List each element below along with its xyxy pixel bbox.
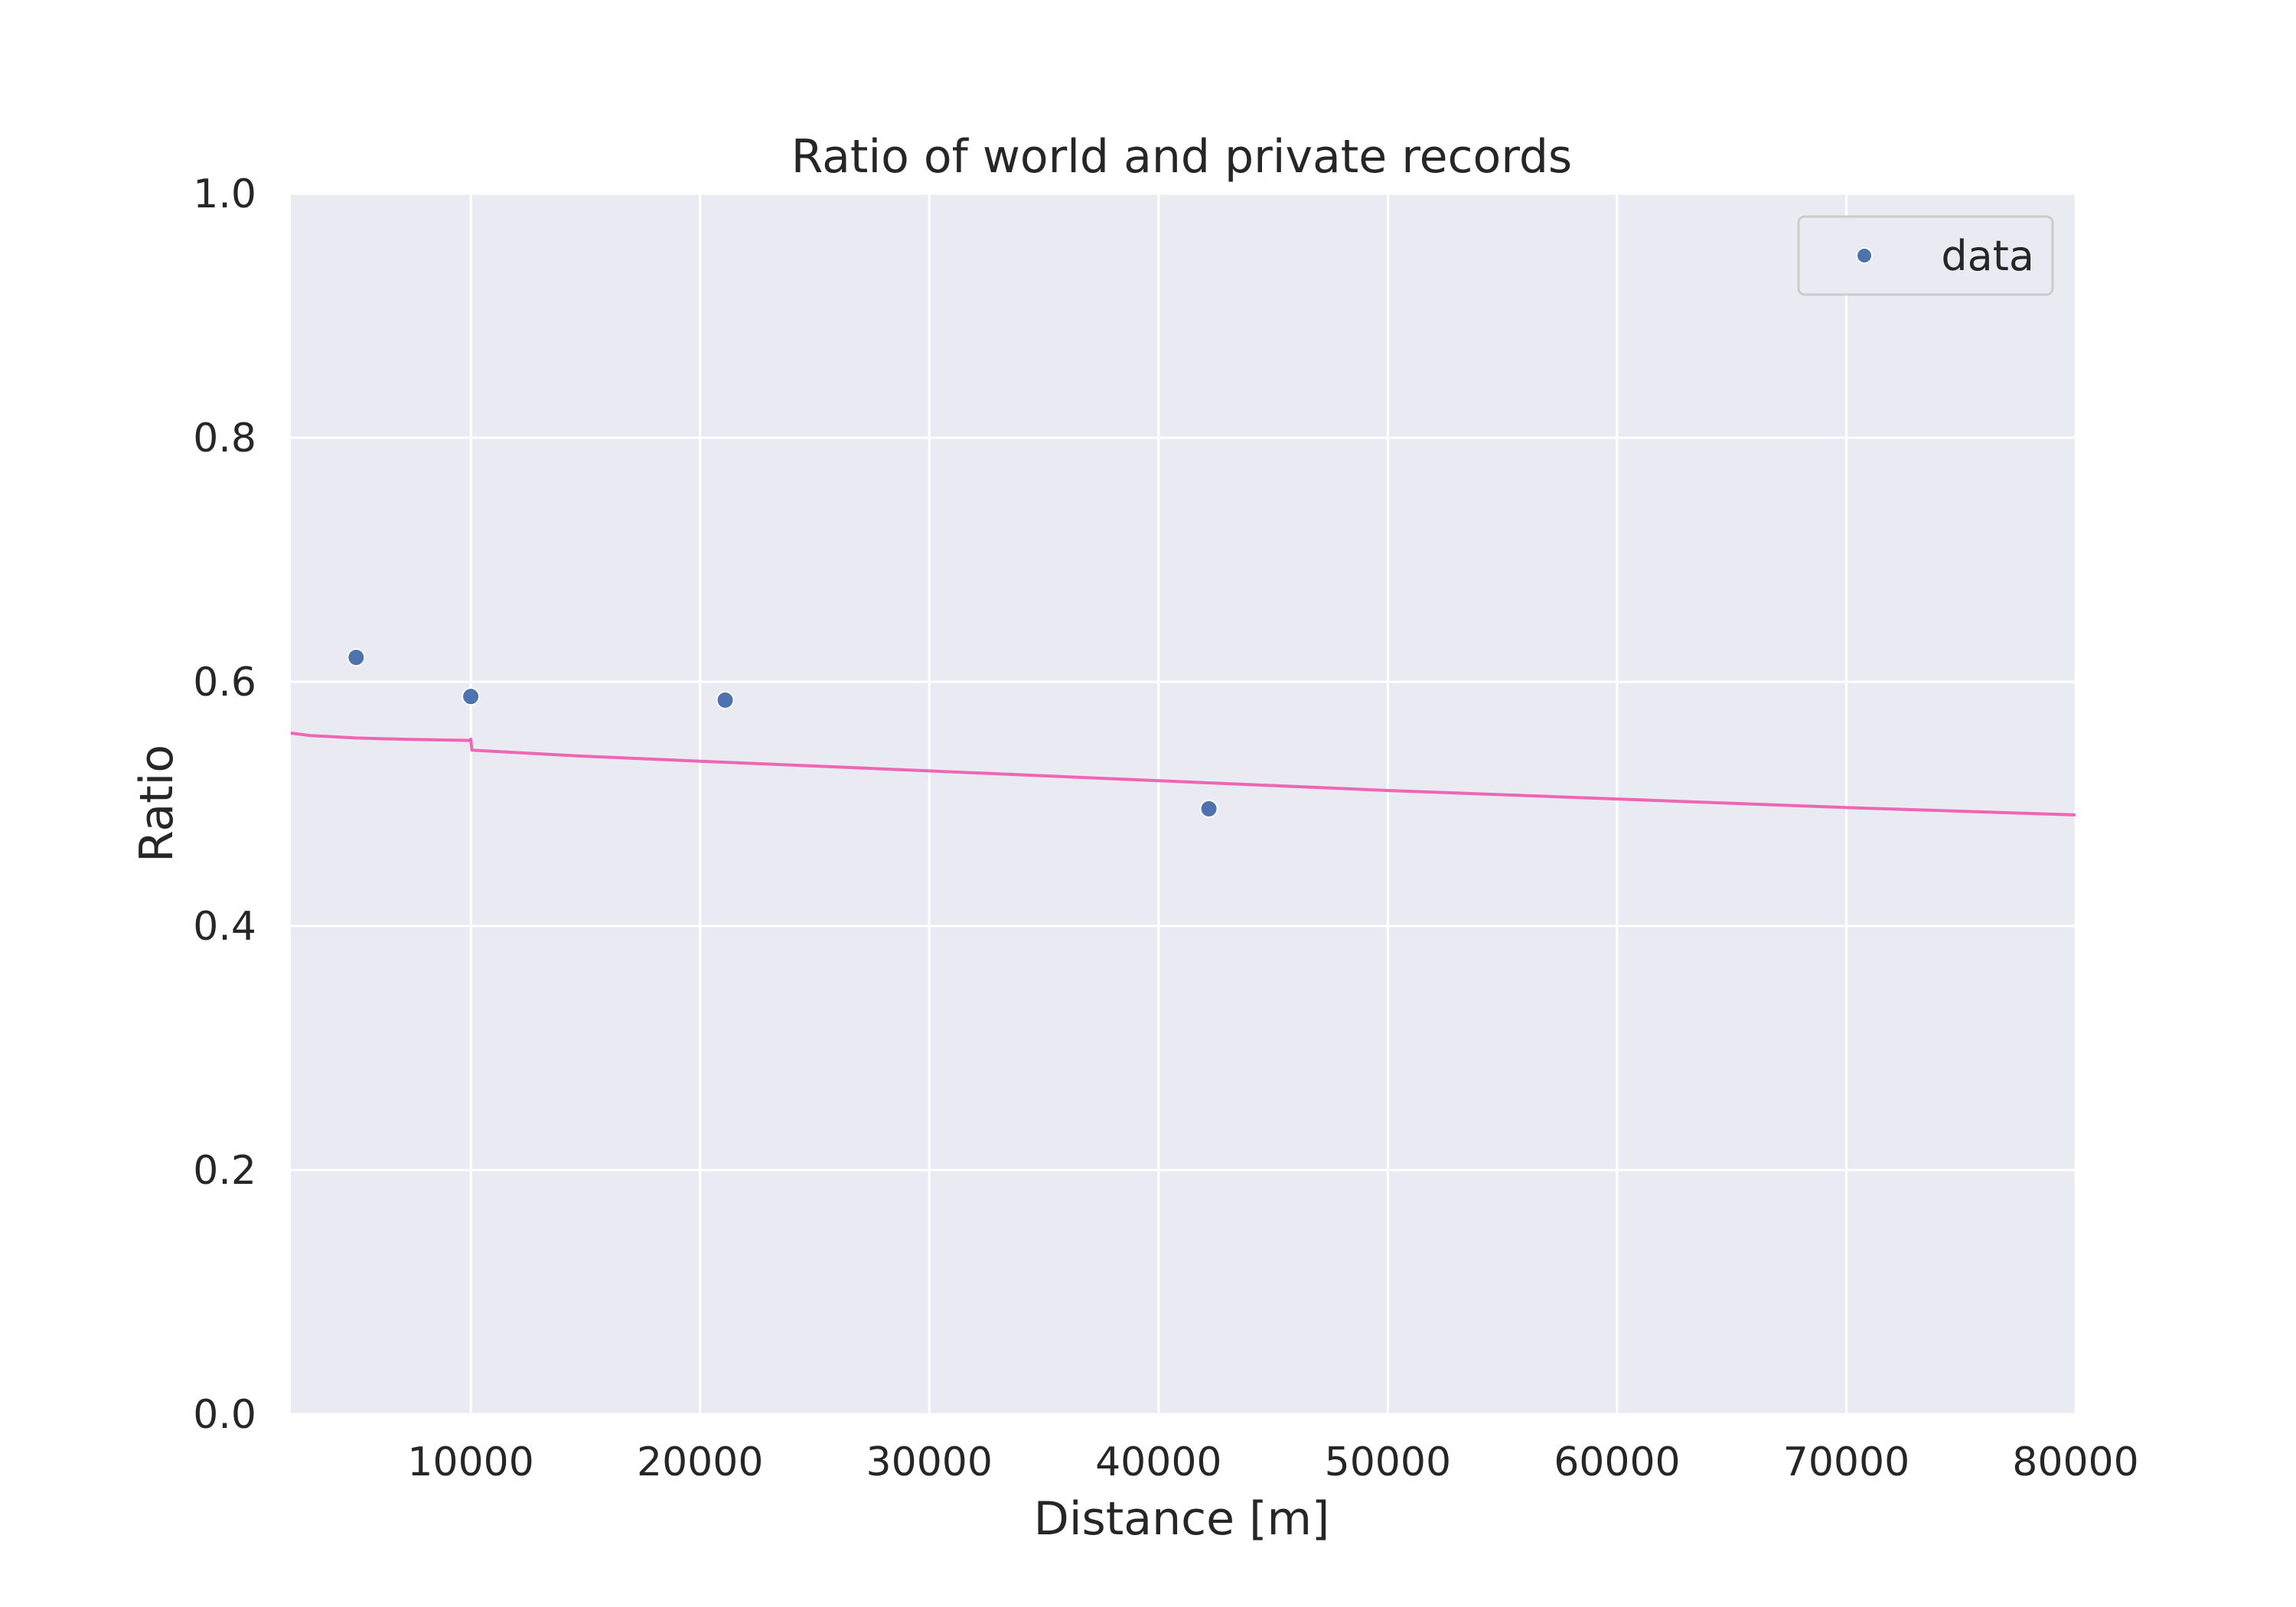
legend-marker-data: [1856, 247, 1873, 264]
x-tick-label: 60000: [1554, 1439, 1680, 1485]
data-point: [347, 648, 366, 667]
data-point: [716, 690, 735, 709]
plot-area: [291, 194, 2076, 1414]
legend: data: [1797, 215, 2054, 296]
x-tick-label: 50000: [1325, 1439, 1451, 1485]
data-point: [461, 687, 481, 706]
y-tick-label: 0.4: [193, 904, 256, 950]
y-tick-label: 0.8: [193, 416, 256, 461]
legend-box: [1797, 215, 2054, 296]
chart-title: Ratio of world and private records: [791, 130, 1572, 184]
series-layer: [290, 648, 2076, 818]
y-axis-label: Ratio: [130, 745, 184, 862]
grid: [291, 192, 2077, 1416]
x-tick-label: 20000: [637, 1439, 763, 1485]
data-point: [1199, 799, 1218, 818]
y-tick-label: 0.2: [193, 1148, 256, 1194]
legend-label-data: data: [1941, 232, 2034, 280]
y-tick-label: 1.0: [193, 171, 256, 217]
x-tick-label: 70000: [1783, 1439, 1910, 1485]
x-axis-label: Distance [m]: [1034, 1492, 1330, 1546]
fit-line: [290, 732, 2076, 817]
ticks: 10000 20000 30000 40000 50000 60000 70000 80000…: [193, 171, 2138, 1485]
x-tick-label: 80000: [2012, 1439, 2138, 1485]
y-tick-label: 0.0: [193, 1392, 256, 1438]
y-tick-label: 0.6: [193, 660, 256, 706]
x-tick-label: 30000: [866, 1439, 993, 1485]
x-tick-label: 10000: [407, 1439, 533, 1485]
x-tick-label: 40000: [1095, 1439, 1221, 1485]
